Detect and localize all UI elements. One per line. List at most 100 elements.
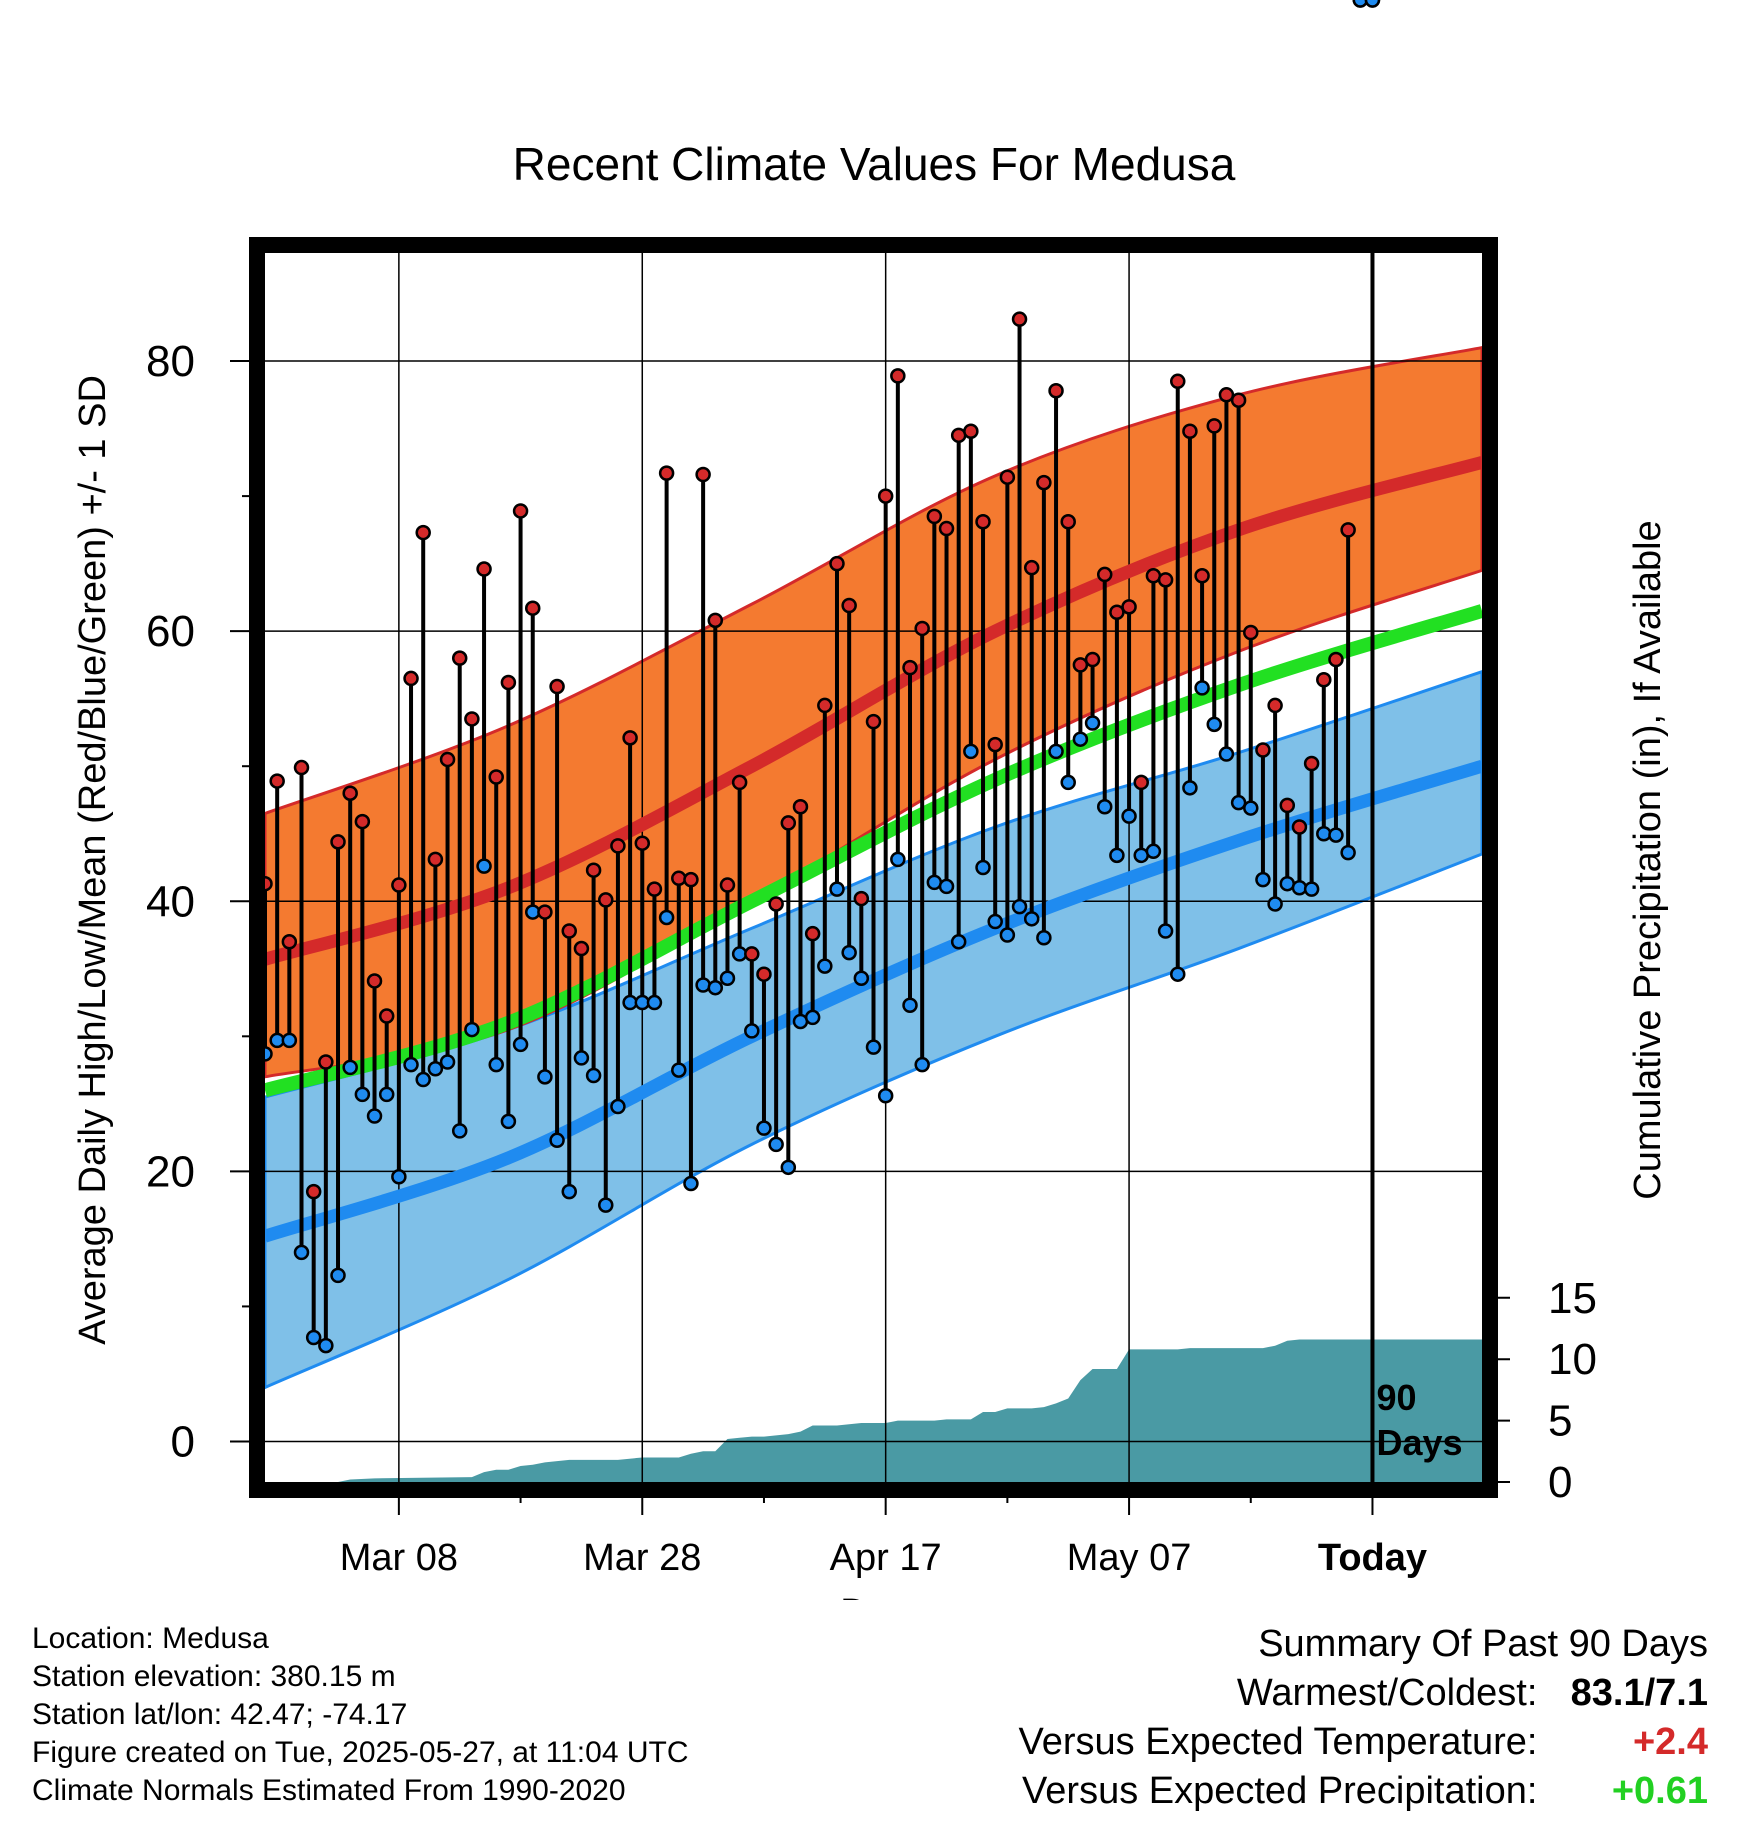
daily-low-point xyxy=(646,994,663,1011)
daily-low-point xyxy=(768,1136,784,1153)
daily-low-point xyxy=(427,1060,444,1077)
daily-high-point xyxy=(1230,392,1247,408)
daily-high-point xyxy=(744,946,760,962)
daily-high-point xyxy=(1255,742,1271,758)
y2-tick-label: 0 xyxy=(1548,1458,1572,1507)
daily-low-point xyxy=(330,1267,346,1284)
daily-high-point xyxy=(415,524,431,541)
summary-panel: Summary Of Past 90 Days Warmest/Coldest:… xyxy=(1019,1620,1708,1816)
summary-label: Warmest/Coldest: xyxy=(1236,1672,1538,1714)
daily-low-point xyxy=(549,1132,565,1149)
daily-low-point xyxy=(391,1169,407,1185)
daily-high-point xyxy=(1060,514,1076,530)
daily-low-point xyxy=(671,1062,687,1078)
footer-location: Location: Medusa xyxy=(32,1622,269,1655)
daily-high-point xyxy=(914,620,930,637)
daily-low-point xyxy=(817,958,833,974)
daily-low-point xyxy=(1060,774,1076,791)
daily-low-point xyxy=(902,997,918,1014)
daily-high-point xyxy=(804,925,821,942)
y-tick-label: 40 xyxy=(146,877,195,926)
daily-low-point xyxy=(938,878,955,895)
y-tick-label: 0 xyxy=(171,1417,195,1466)
daily-high-point xyxy=(549,678,565,695)
station-info: Location: Medusa Station elevation: 380.… xyxy=(32,1620,689,1810)
daily-high-point xyxy=(1096,566,1113,583)
daily-high-point xyxy=(1157,572,1174,588)
daily-high-point xyxy=(975,514,991,530)
daily-low-point xyxy=(950,934,967,950)
daily-high-point xyxy=(622,730,638,746)
y-tick-label: 80 xyxy=(146,337,195,386)
today-label: Days xyxy=(1376,1422,1462,1463)
daily-low-point xyxy=(354,1086,371,1103)
daily-low-point xyxy=(451,1123,468,1139)
daily-high-point xyxy=(1206,418,1223,434)
daily-low-point xyxy=(573,1050,590,1066)
daily-high-point xyxy=(1170,373,1186,390)
daily-high-point xyxy=(366,973,383,989)
daily-low-point xyxy=(1206,716,1223,733)
daily-high-point xyxy=(1291,819,1308,835)
daily-low-point xyxy=(1230,794,1247,811)
high-normal-line xyxy=(263,456,1484,966)
daily-high-point xyxy=(768,896,784,912)
summary-row-precip: Versus Expected Precipitation: +0.61 xyxy=(1019,1767,1708,1816)
daily-high-point xyxy=(537,904,553,920)
daily-high-point xyxy=(451,650,468,666)
daily-low-point xyxy=(1243,800,1259,816)
daily-low-point xyxy=(683,1175,699,1192)
daily-high-point xyxy=(573,940,590,957)
plot-frame xyxy=(249,237,1498,1498)
footer-created: Figure created on Tue, 2025-05-27, at 11… xyxy=(32,1736,689,1769)
y2-tick-label: 10 xyxy=(1548,1335,1597,1384)
daily-low-point xyxy=(1023,911,1040,927)
daily-low-point xyxy=(1109,847,1125,864)
daily-high-point xyxy=(1194,568,1210,584)
daily-low-point xyxy=(890,851,906,868)
daily-high-point xyxy=(926,508,943,525)
daily-high-point xyxy=(817,697,833,714)
daily-low-point xyxy=(1364,0,1381,8)
y2-tick-label: 15 xyxy=(1548,1274,1597,1323)
daily-high-point xyxy=(683,871,699,888)
daily-high-point xyxy=(646,881,663,897)
daily-low-point xyxy=(1121,808,1137,824)
daily-high-point xyxy=(1267,697,1283,714)
daily-high-point xyxy=(1072,657,1089,673)
x-tick-label: Mar 08 xyxy=(340,1537,458,1579)
daily-low-point xyxy=(500,1113,517,1130)
daily-high-point xyxy=(476,561,492,577)
daily-low-point xyxy=(610,1098,626,1115)
daily-high-point xyxy=(695,466,711,483)
x-tick-label: Apr 17 xyxy=(830,1537,942,1579)
today-label: 90 xyxy=(1376,1377,1416,1418)
daily-high-point xyxy=(634,835,651,851)
daily-low-point xyxy=(963,743,979,760)
daily-low-point xyxy=(378,1086,395,1103)
daily-low-point xyxy=(719,970,736,986)
daily-high-point xyxy=(756,966,772,982)
daily-high-point xyxy=(269,773,285,789)
daily-high-point xyxy=(877,488,894,504)
daily-high-point xyxy=(890,368,906,384)
daily-low-point xyxy=(366,1108,383,1124)
daily-low-point xyxy=(561,1183,577,1200)
daily-low-point xyxy=(707,979,724,996)
daily-low-point xyxy=(415,1071,431,1088)
climate-chart: Recent Climate Values For Medusa 90Days … xyxy=(72,0,1669,1600)
daily-high-point xyxy=(792,798,809,815)
daily-low-point xyxy=(877,1087,894,1104)
daily-low-point xyxy=(476,858,492,874)
summary-value: +0.61 xyxy=(1611,1770,1708,1812)
daily-low-point xyxy=(987,913,1003,930)
daily-high-point xyxy=(1303,755,1320,772)
y2-tick-label: 5 xyxy=(1548,1397,1572,1446)
daily-high-point xyxy=(439,751,456,768)
daily-high-point xyxy=(1218,387,1235,403)
daily-low-point xyxy=(829,881,845,897)
daily-high-point xyxy=(305,1183,322,1200)
daily-low-point xyxy=(1157,923,1174,939)
daily-high-point xyxy=(1011,311,1028,327)
daily-high-point xyxy=(865,713,882,730)
